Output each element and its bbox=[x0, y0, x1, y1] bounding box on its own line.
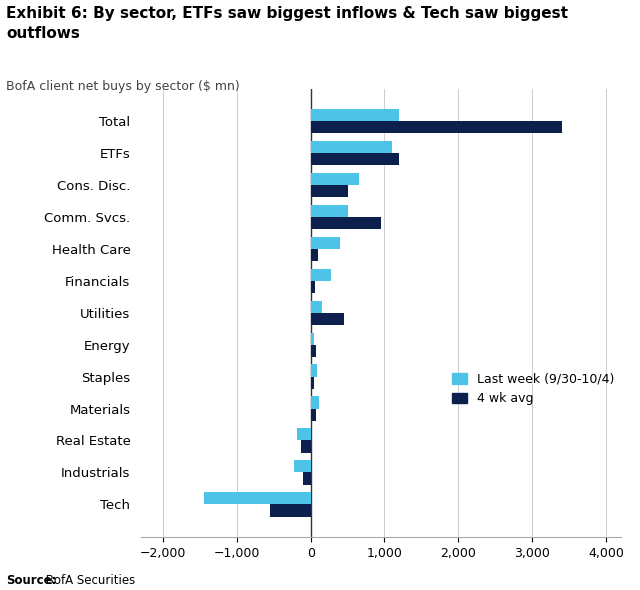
Bar bbox=[310, 153, 399, 165]
Bar bbox=[270, 504, 310, 516]
Bar bbox=[310, 300, 322, 313]
Text: Exhibit 6: By sector, ETFs saw biggest inflows & Tech saw biggest
outflows: Exhibit 6: By sector, ETFs saw biggest i… bbox=[6, 6, 568, 41]
Bar bbox=[310, 333, 314, 345]
Bar bbox=[310, 408, 316, 421]
Bar bbox=[310, 205, 348, 217]
Bar bbox=[310, 217, 381, 229]
Bar bbox=[310, 141, 392, 153]
Bar bbox=[310, 109, 399, 121]
Bar bbox=[301, 441, 310, 453]
Bar bbox=[310, 345, 316, 357]
Bar bbox=[310, 281, 315, 293]
Bar bbox=[310, 185, 348, 197]
Bar bbox=[204, 492, 310, 504]
Bar bbox=[310, 121, 562, 133]
Bar bbox=[310, 249, 318, 261]
Bar bbox=[310, 313, 344, 325]
Bar bbox=[310, 396, 319, 408]
Bar bbox=[298, 428, 310, 441]
Bar bbox=[310, 173, 358, 185]
Bar bbox=[310, 365, 317, 376]
Bar bbox=[310, 237, 340, 249]
Bar bbox=[310, 268, 332, 281]
Bar bbox=[310, 376, 314, 389]
Bar bbox=[303, 473, 310, 484]
Legend: Last week (9/30-10/4), 4 wk avg: Last week (9/30-10/4), 4 wk avg bbox=[452, 373, 614, 405]
Text: Source:: Source: bbox=[6, 574, 57, 587]
Bar bbox=[294, 460, 310, 473]
Text: BofA Securities: BofA Securities bbox=[42, 574, 135, 587]
Text: BofA client net buys by sector ($ mn): BofA client net buys by sector ($ mn) bbox=[6, 80, 240, 93]
